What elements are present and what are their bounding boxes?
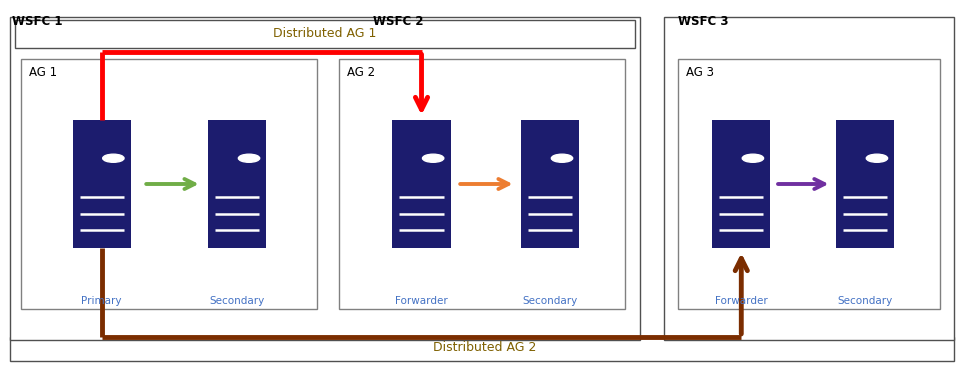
Text: Primary: Primary: [81, 296, 122, 306]
Text: Forwarder: Forwarder: [715, 296, 767, 306]
Bar: [208, 120, 266, 248]
Bar: [10, 337, 954, 361]
Text: WSFC 3: WSFC 3: [678, 15, 729, 28]
Text: Secondary: Secondary: [837, 296, 893, 306]
Circle shape: [551, 154, 573, 162]
Text: Forwarder: Forwarder: [395, 296, 448, 306]
Text: WSFC 2: WSFC 2: [373, 15, 423, 28]
Circle shape: [742, 154, 764, 162]
Bar: [21, 59, 317, 309]
Circle shape: [103, 154, 124, 162]
Bar: [15, 20, 635, 48]
Text: AG 2: AG 2: [347, 66, 375, 79]
Bar: [664, 17, 954, 340]
Bar: [339, 59, 625, 309]
Bar: [73, 120, 131, 248]
Bar: [712, 120, 770, 248]
Bar: [521, 120, 579, 248]
Bar: [836, 120, 894, 248]
Text: WSFC 1: WSFC 1: [12, 15, 62, 28]
Circle shape: [866, 154, 888, 162]
Bar: [678, 59, 940, 309]
Text: AG 1: AG 1: [29, 66, 57, 79]
Text: Distributed AG 2: Distributed AG 2: [433, 341, 536, 354]
Text: Secondary: Secondary: [522, 296, 578, 306]
Bar: [392, 120, 451, 248]
Text: Distributed AG 1: Distributed AG 1: [273, 26, 376, 40]
Bar: [10, 17, 640, 340]
Circle shape: [238, 154, 260, 162]
Text: AG 3: AG 3: [686, 66, 714, 79]
Circle shape: [422, 154, 444, 162]
Text: Secondary: Secondary: [209, 296, 266, 306]
